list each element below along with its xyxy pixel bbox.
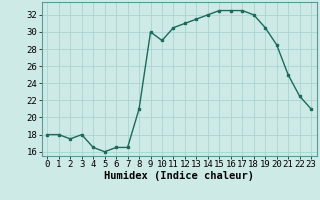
- X-axis label: Humidex (Indice chaleur): Humidex (Indice chaleur): [104, 171, 254, 181]
